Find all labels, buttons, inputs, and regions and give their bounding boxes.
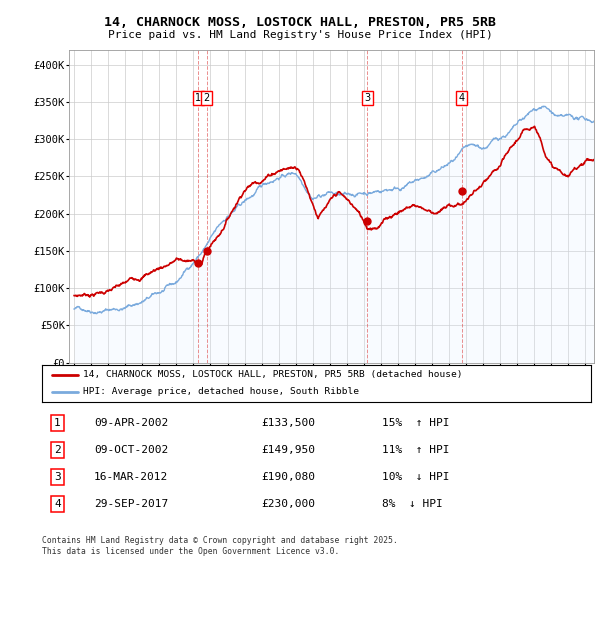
Text: 29-SEP-2017: 29-SEP-2017 — [94, 499, 169, 509]
Text: 2: 2 — [203, 93, 209, 103]
Text: 3: 3 — [364, 93, 371, 103]
Text: 2: 2 — [54, 445, 61, 455]
Text: 1: 1 — [54, 418, 61, 428]
Text: 4: 4 — [54, 499, 61, 509]
Text: Price paid vs. HM Land Registry's House Price Index (HPI): Price paid vs. HM Land Registry's House … — [107, 30, 493, 40]
Text: Contains HM Land Registry data © Crown copyright and database right 2025.
This d: Contains HM Land Registry data © Crown c… — [42, 536, 398, 556]
Text: 14, CHARNOCK MOSS, LOSTOCK HALL, PRESTON, PR5 5RB (detached house): 14, CHARNOCK MOSS, LOSTOCK HALL, PRESTON… — [83, 370, 463, 379]
Text: 14, CHARNOCK MOSS, LOSTOCK HALL, PRESTON, PR5 5RB: 14, CHARNOCK MOSS, LOSTOCK HALL, PRESTON… — [104, 16, 496, 29]
Text: 09-APR-2002: 09-APR-2002 — [94, 418, 169, 428]
Text: 3: 3 — [54, 472, 61, 482]
Text: £230,000: £230,000 — [262, 499, 316, 509]
Text: 8%  ↓ HPI: 8% ↓ HPI — [382, 499, 443, 509]
Text: £190,080: £190,080 — [262, 472, 316, 482]
Text: 10%  ↓ HPI: 10% ↓ HPI — [382, 472, 450, 482]
Text: 1: 1 — [195, 93, 201, 103]
Text: 15%  ↑ HPI: 15% ↑ HPI — [382, 418, 450, 428]
Text: 09-OCT-2002: 09-OCT-2002 — [94, 445, 169, 455]
Text: £149,950: £149,950 — [262, 445, 316, 455]
Text: 4: 4 — [459, 93, 465, 103]
Text: 16-MAR-2012: 16-MAR-2012 — [94, 472, 169, 482]
Text: HPI: Average price, detached house, South Ribble: HPI: Average price, detached house, Sout… — [83, 388, 359, 396]
Text: £133,500: £133,500 — [262, 418, 316, 428]
Text: 11%  ↑ HPI: 11% ↑ HPI — [382, 445, 450, 455]
